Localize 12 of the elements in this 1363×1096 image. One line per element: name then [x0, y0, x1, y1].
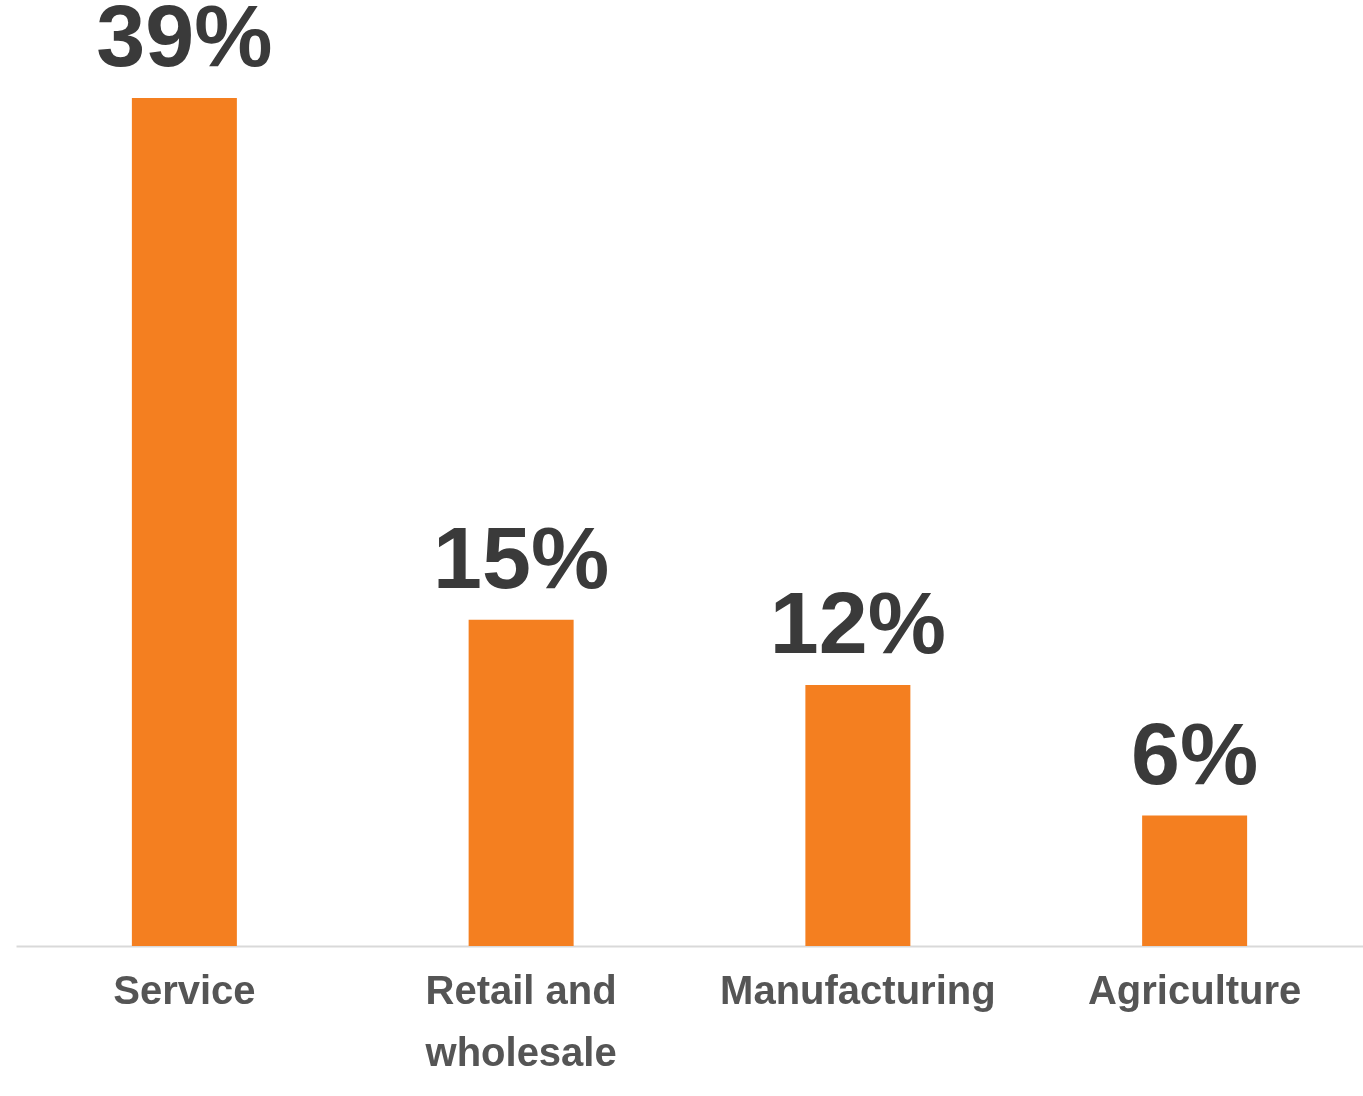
- data-label: 12%: [769, 573, 946, 673]
- x-tick-label: Service: [113, 967, 256, 1012]
- data-label: 39%: [96, 0, 273, 85]
- bar: [131, 98, 237, 946]
- x-tick-label: Retail and wholesale: [424, 967, 617, 1074]
- bar: [1142, 815, 1248, 946]
- bar: [468, 619, 574, 946]
- bar: [805, 685, 911, 946]
- data-label: 6%: [1131, 703, 1259, 803]
- x-tick-label: Agriculture: [1087, 967, 1302, 1012]
- data-label: 15%: [433, 507, 610, 607]
- x-tick-label: Manufacturing: [720, 967, 996, 1012]
